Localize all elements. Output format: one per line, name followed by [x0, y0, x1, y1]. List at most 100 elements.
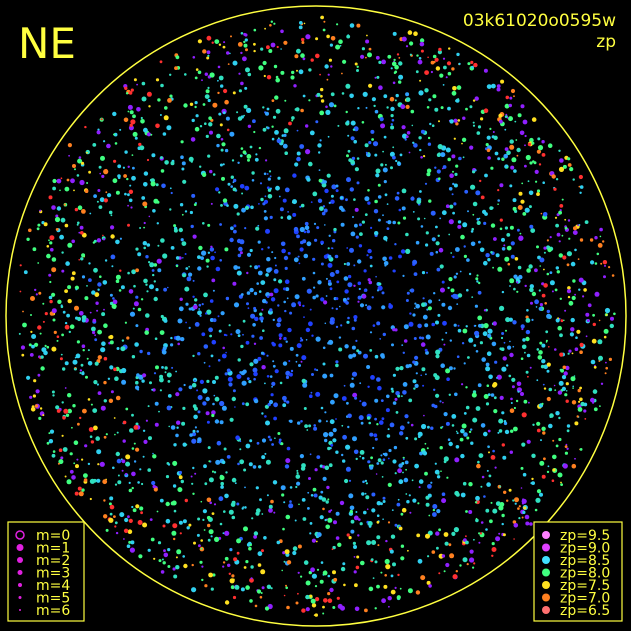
star [421, 367, 426, 372]
star [164, 366, 168, 370]
star [566, 424, 571, 428]
star [483, 108, 489, 113]
star [250, 577, 253, 580]
star [478, 240, 481, 244]
star [179, 297, 183, 301]
star [94, 338, 98, 342]
legends: m=0m=1m=2m=3m=4m=5m=6zp=9.5zp=9.0zp=8.5z… [15, 528, 610, 619]
star [279, 337, 282, 340]
frame-id: 03k61020o0595w [463, 11, 616, 31]
star [293, 257, 299, 263]
star [305, 339, 308, 341]
star [572, 230, 578, 236]
star [531, 141, 535, 145]
star [69, 452, 73, 456]
star [521, 502, 525, 505]
star [478, 532, 481, 535]
star [348, 354, 353, 359]
star [476, 220, 481, 225]
star [243, 566, 247, 569]
star [378, 85, 383, 90]
star [602, 240, 605, 243]
star [220, 481, 224, 486]
star [141, 379, 145, 383]
star [501, 411, 505, 415]
star [260, 592, 263, 594]
star [224, 530, 230, 536]
star [67, 285, 72, 290]
star [185, 321, 188, 324]
star [360, 560, 365, 566]
star [402, 216, 407, 220]
star [558, 166, 565, 172]
star [229, 237, 234, 243]
star [577, 258, 580, 260]
star [456, 85, 462, 90]
star [492, 266, 494, 269]
star [275, 108, 281, 114]
star [380, 571, 383, 574]
star [374, 76, 377, 79]
star [445, 368, 451, 374]
star [284, 309, 287, 313]
star [332, 570, 336, 575]
star [568, 237, 571, 240]
star [427, 306, 432, 311]
star [443, 343, 446, 346]
star [471, 296, 474, 298]
star [301, 498, 306, 502]
star [201, 79, 203, 82]
star [273, 511, 276, 514]
star [140, 298, 144, 301]
star [266, 173, 269, 175]
star [490, 393, 495, 397]
star [71, 426, 73, 429]
star [76, 174, 80, 177]
star [412, 313, 416, 317]
star [52, 186, 56, 191]
star [507, 262, 511, 266]
star [315, 53, 320, 59]
star [531, 453, 536, 458]
star [74, 207, 79, 212]
star [233, 557, 238, 562]
star [298, 69, 304, 75]
star [452, 170, 454, 173]
star [266, 375, 270, 378]
star [99, 172, 101, 175]
zp-symbol [542, 606, 550, 614]
star [127, 104, 133, 110]
star [51, 453, 56, 458]
star [262, 127, 267, 132]
star [62, 310, 66, 314]
star [392, 401, 397, 405]
star [321, 243, 323, 246]
star [271, 137, 275, 141]
star [76, 340, 80, 344]
star [521, 442, 526, 447]
star [30, 296, 35, 301]
star [256, 589, 262, 594]
star [546, 272, 550, 276]
star [34, 288, 37, 292]
star [280, 442, 284, 446]
star [334, 254, 339, 259]
star [609, 323, 614, 329]
star [496, 374, 502, 380]
star [487, 328, 493, 334]
star [347, 149, 351, 153]
star [471, 392, 477, 398]
star [326, 34, 330, 39]
star [152, 273, 155, 277]
star [264, 382, 266, 385]
star [211, 512, 215, 515]
star [257, 240, 261, 244]
star [604, 372, 607, 375]
star [497, 431, 500, 434]
star [435, 320, 439, 325]
star [206, 420, 210, 424]
star [197, 266, 202, 271]
star [194, 76, 198, 80]
star [92, 408, 98, 413]
star [369, 349, 373, 352]
